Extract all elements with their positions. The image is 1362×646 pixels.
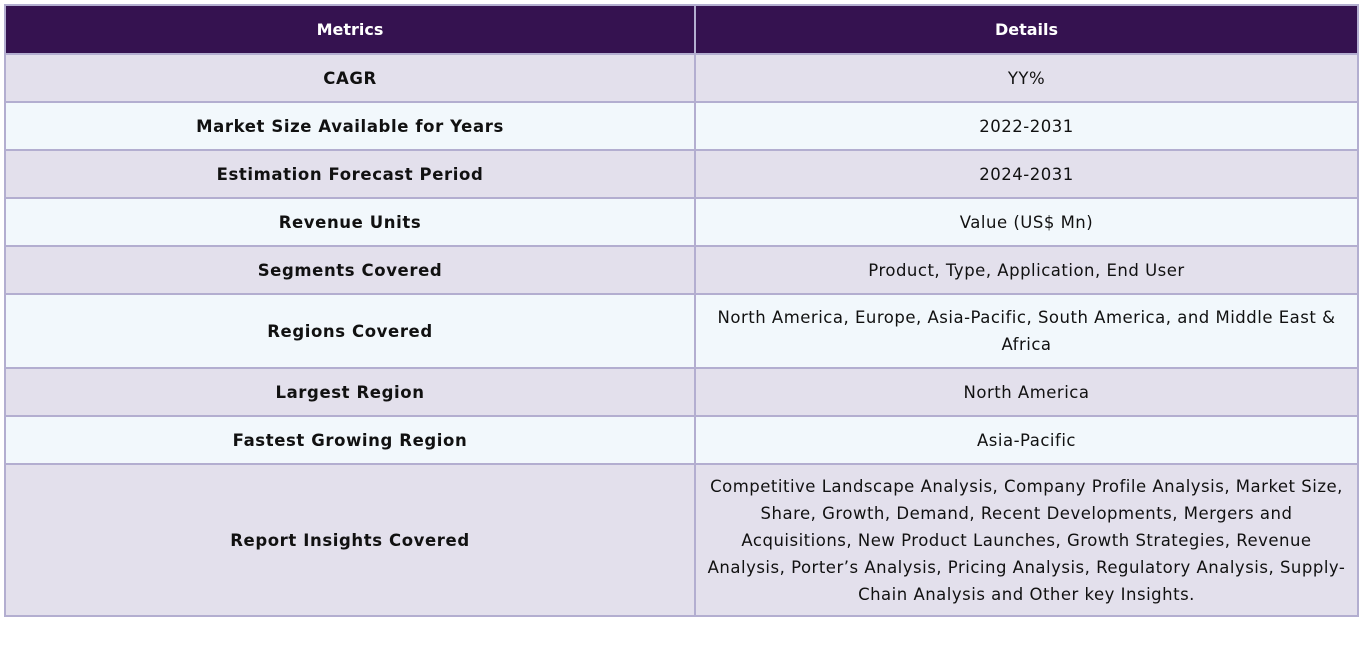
detail-cell: Competitive Landscape Analysis, Company … bbox=[694, 463, 1359, 617]
table-row-market-size: Market Size Available for Years 2022-203… bbox=[4, 101, 1359, 151]
table-row-cagr: CAGR YY% bbox=[4, 53, 1359, 103]
metric-cell: Fastest Growing Region bbox=[4, 415, 696, 465]
table-row-largest-region: Largest Region North America bbox=[4, 367, 1359, 417]
detail-cell: Asia-Pacific bbox=[694, 415, 1359, 465]
table-row-regions: Regions Covered North America, Europe, A… bbox=[4, 293, 1359, 369]
detail-cell: 2022-2031 bbox=[694, 101, 1359, 151]
table-row-report-insights: Report Insights Covered Competitive Land… bbox=[4, 463, 1359, 617]
metric-cell: CAGR bbox=[4, 53, 696, 103]
metric-cell: Report Insights Covered bbox=[4, 463, 696, 617]
table-header-row: Metrics Details bbox=[4, 4, 1359, 55]
details-column-header: Details bbox=[694, 4, 1359, 55]
metric-cell: Largest Region bbox=[4, 367, 696, 417]
metric-cell: Revenue Units bbox=[4, 197, 696, 247]
metrics-column-header: Metrics bbox=[4, 4, 696, 55]
metric-cell: Estimation Forecast Period bbox=[4, 149, 696, 199]
table-row-revenue-units: Revenue Units Value (US$ Mn) bbox=[4, 197, 1359, 247]
table-row-forecast-period: Estimation Forecast Period 2024-2031 bbox=[4, 149, 1359, 199]
detail-cell: North America bbox=[694, 367, 1359, 417]
detail-cell: North America, Europe, Asia-Pacific, Sou… bbox=[694, 293, 1359, 369]
metric-cell: Segments Covered bbox=[4, 245, 696, 295]
table-row-segments: Segments Covered Product, Type, Applicat… bbox=[4, 245, 1359, 295]
detail-cell: YY% bbox=[694, 53, 1359, 103]
detail-cell: Value (US$ Mn) bbox=[694, 197, 1359, 247]
table-row-fastest-growing: Fastest Growing Region Asia-Pacific bbox=[4, 415, 1359, 465]
detail-cell: Product, Type, Application, End User bbox=[694, 245, 1359, 295]
metric-cell: Regions Covered bbox=[4, 293, 696, 369]
report-summary-table-container: Metrics Details CAGR YY% Market Size Ava… bbox=[4, 4, 1359, 617]
metric-cell: Market Size Available for Years bbox=[4, 101, 696, 151]
detail-cell: 2024-2031 bbox=[694, 149, 1359, 199]
report-summary-table: Metrics Details CAGR YY% Market Size Ava… bbox=[4, 4, 1359, 617]
